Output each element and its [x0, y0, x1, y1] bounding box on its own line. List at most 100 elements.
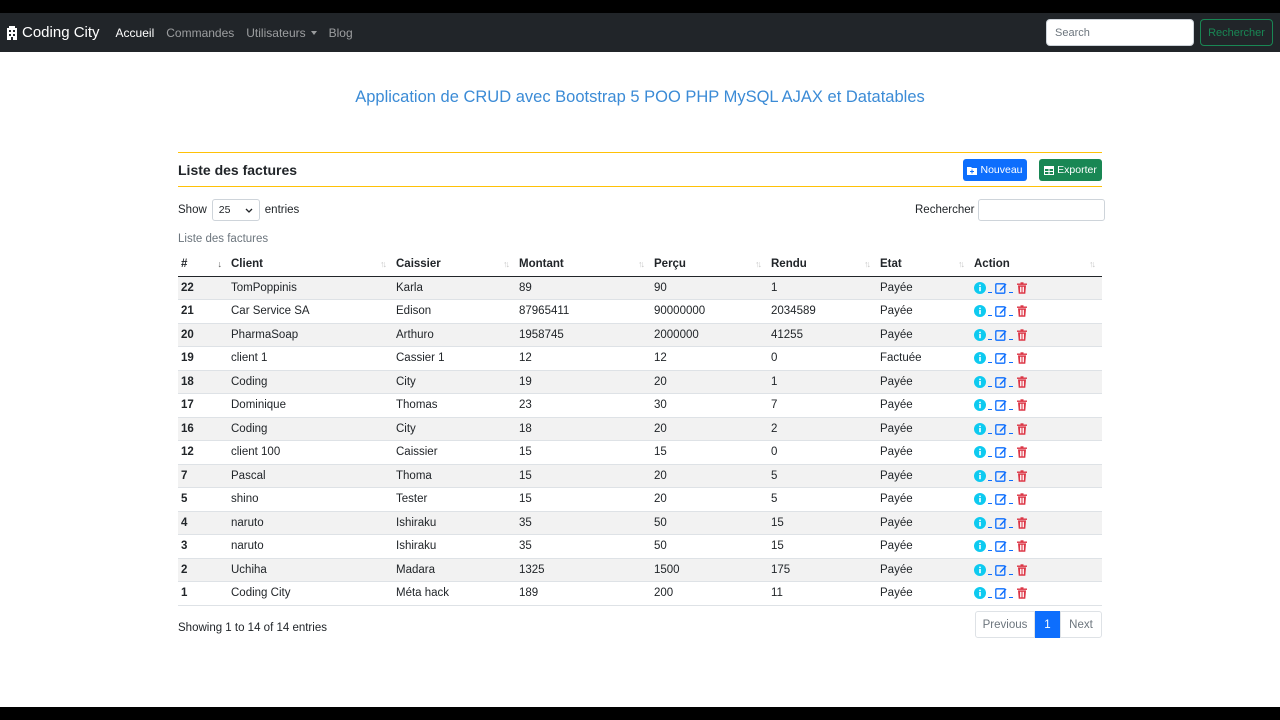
cell-actions [971, 464, 1102, 488]
cell-client: Coding [228, 370, 393, 394]
edit-icon[interactable] [995, 376, 1007, 388]
trash-icon[interactable] [1016, 305, 1028, 317]
brand[interactable]: Coding City [6, 24, 100, 41]
trash-icon[interactable] [1016, 376, 1028, 388]
nav-utilisateurs[interactable]: Utilisateurs [246, 25, 317, 40]
col-header-action[interactable]: Action ↑↓ [971, 253, 1102, 277]
trash-icon[interactable] [1016, 493, 1028, 505]
page-1-button[interactable]: 1 [1035, 611, 1060, 638]
navbar-search-input[interactable] [1046, 19, 1194, 46]
edit-icon[interactable] [995, 470, 1007, 482]
edit-icon[interactable] [995, 329, 1007, 341]
edit-icon[interactable] [995, 493, 1007, 506]
nav-accueil[interactable]: Accueil [115, 25, 155, 40]
cell-id: 19 [178, 346, 228, 371]
cell-etat: Payée [877, 370, 971, 394]
next-page-button[interactable]: Next [1060, 611, 1102, 638]
trash-icon[interactable] [1016, 446, 1028, 458]
edit-icon[interactable] [995, 587, 1007, 600]
info-icon[interactable] [974, 352, 986, 365]
info-icon[interactable] [974, 281, 986, 294]
info-icon[interactable] [974, 540, 986, 553]
trash-icon[interactable] [1016, 470, 1028, 482]
cell-id: 2 [178, 558, 228, 582]
info-icon[interactable] [974, 305, 986, 318]
table-search-input[interactable] [978, 199, 1106, 221]
cell-rendu: 1 [768, 276, 877, 300]
cell-rendu: 7 [768, 393, 877, 418]
new-button[interactable]: Nouveau [963, 159, 1027, 181]
info-icon[interactable] [974, 422, 986, 435]
nav-utilisateurs-label: Utilisateurs [246, 25, 306, 40]
col-header-rendu[interactable]: Rendu ↑↓ [768, 253, 877, 277]
cell-montant: 35 [516, 534, 651, 559]
col-header-montant[interactable]: Montant ↑↓ [516, 253, 651, 277]
cell-caissier: Caissier [393, 440, 516, 465]
trash-icon[interactable] [1016, 329, 1028, 341]
info-icon[interactable] [974, 493, 986, 506]
edit-icon[interactable] [995, 282, 1007, 294]
cell-id: 7 [178, 464, 228, 488]
edit-icon[interactable] [995, 399, 1007, 412]
previous-page-button[interactable]: Previous [975, 611, 1035, 638]
trash-icon[interactable] [1016, 399, 1028, 411]
entries-select[interactable]: 25 [211, 199, 260, 221]
trash-icon[interactable] [1016, 282, 1028, 294]
table-info: Showing 1 to 14 of 14 entries [178, 622, 327, 634]
cell-client: naruto [228, 534, 393, 559]
info-icon[interactable] [974, 328, 986, 341]
trash-icon[interactable] [1016, 564, 1028, 576]
cell-montant: 23 [516, 393, 651, 418]
info-icon[interactable] [974, 375, 986, 388]
info-icon[interactable] [974, 399, 986, 412]
export-button[interactable]: Exporter [1039, 159, 1102, 181]
navbar-search-button[interactable]: Rechercher [1200, 19, 1273, 46]
show-label: Show [178, 204, 207, 216]
link-underline [1009, 362, 1013, 364]
cell-client: Coding City [228, 581, 393, 606]
col-header-id[interactable]: # ↓ [178, 253, 228, 277]
trash-icon[interactable] [1016, 352, 1028, 364]
trash-icon[interactable] [1016, 517, 1028, 529]
cell-montant: 87965411 [516, 299, 651, 324]
info-icon[interactable] [974, 446, 986, 459]
cell-percu: 90 [651, 276, 768, 300]
info-icon[interactable] [974, 563, 986, 576]
table-row: 20 PharmaSoap Arthuro 1958745 2000000 41255 Pa… [178, 323, 1102, 347]
nav-commandes[interactable]: Commandes [166, 25, 235, 40]
edit-icon[interactable] [995, 517, 1007, 529]
link-underline [988, 597, 992, 599]
col-header-etat[interactable]: Etat ↑↓ [877, 253, 971, 277]
edit-icon[interactable] [995, 540, 1007, 553]
trash-icon[interactable] [1016, 423, 1028, 435]
edit-icon[interactable] [995, 423, 1007, 435]
info-icon[interactable] [974, 469, 986, 482]
edit-icon[interactable] [995, 446, 1007, 459]
edit-icon[interactable] [995, 305, 1007, 318]
info-icon[interactable] [974, 516, 986, 529]
table-header-row: # ↓ Client ↑↓ Caissier ↑↓ Montant ↑↓ Perçu ↑↓… [178, 253, 1102, 277]
table-row: 22 TomPoppinis Karla 89 90 1 Payée [178, 276, 1102, 300]
link-underline [1009, 503, 1013, 505]
edit-icon[interactable] [995, 564, 1007, 576]
cell-id: 18 [178, 370, 228, 394]
cell-actions [971, 393, 1102, 418]
cell-percu: 1500 [651, 558, 768, 582]
cell-percu: 30 [651, 393, 768, 418]
cell-percu: 50 [651, 511, 768, 535]
info-icon[interactable] [974, 587, 986, 600]
trash-icon[interactable] [1016, 587, 1028, 599]
nav-blog[interactable]: Blog [328, 25, 353, 40]
cell-caissier: Madara [393, 558, 516, 582]
col-header-caissier[interactable]: Caissier ↑↓ [393, 253, 516, 277]
main-content: Application de CRUD avec Bootstrap 5 POO… [0, 52, 1280, 707]
cell-rendu: 5 [768, 487, 877, 512]
cell-actions [971, 487, 1102, 512]
cell-caissier: Karla [393, 276, 516, 300]
table-row: 16 Coding City 18 20 2 Payée [178, 417, 1102, 441]
trash-icon[interactable] [1016, 540, 1028, 552]
col-header-percu[interactable]: Perçu ↑↓ [651, 253, 768, 277]
col-header-client[interactable]: Client ↑↓ [228, 253, 393, 277]
cell-montant: 15 [516, 440, 651, 465]
edit-icon[interactable] [995, 352, 1007, 365]
